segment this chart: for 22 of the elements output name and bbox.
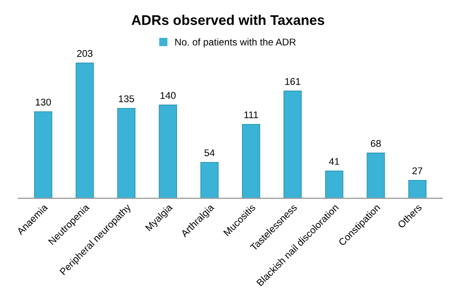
bar [117, 108, 136, 198]
data-label: 27 [412, 167, 422, 174]
data-label: 68 [370, 140, 381, 147]
data-label: 140 [160, 92, 176, 99]
bar [284, 90, 302, 198]
data-label: 203 [77, 50, 92, 57]
data-label: 161 [285, 78, 300, 85]
data-label: 130 [36, 98, 51, 106]
data-label: 54 [204, 149, 215, 156]
bar [200, 162, 219, 198]
bar [325, 170, 344, 198]
bar [366, 152, 385, 198]
bar [408, 180, 426, 198]
chart-title: ADRs observed with Taxanes [132, 14, 324, 25]
data-label: 135 [118, 95, 134, 102]
data-label: 111 [244, 111, 258, 118]
bar [76, 62, 94, 198]
data-label: 41 [329, 158, 340, 165]
bar [158, 104, 177, 198]
legend-label: No. of patients with the ADR [175, 38, 296, 48]
bar [242, 124, 260, 198]
bar [34, 111, 52, 198]
